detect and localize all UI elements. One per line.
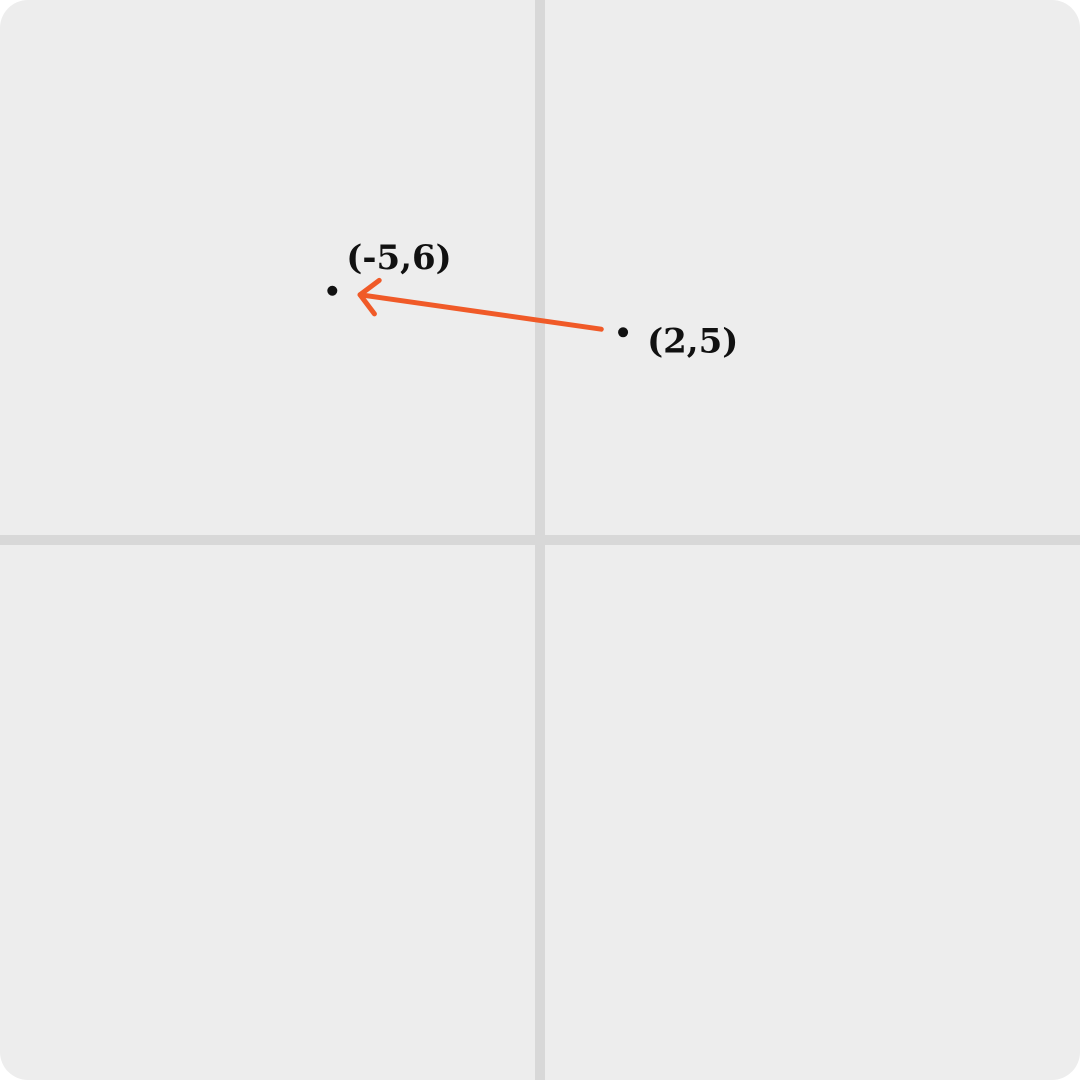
vector-arrowhead bbox=[357, 277, 382, 317]
vector-shaft bbox=[357, 292, 604, 332]
vector-arrow bbox=[357, 277, 604, 332]
point-end-label: (-5,6) bbox=[346, 238, 451, 278]
point-start bbox=[618, 327, 629, 338]
point-start-label: (2,5) bbox=[647, 321, 738, 361]
point-end bbox=[327, 285, 338, 296]
